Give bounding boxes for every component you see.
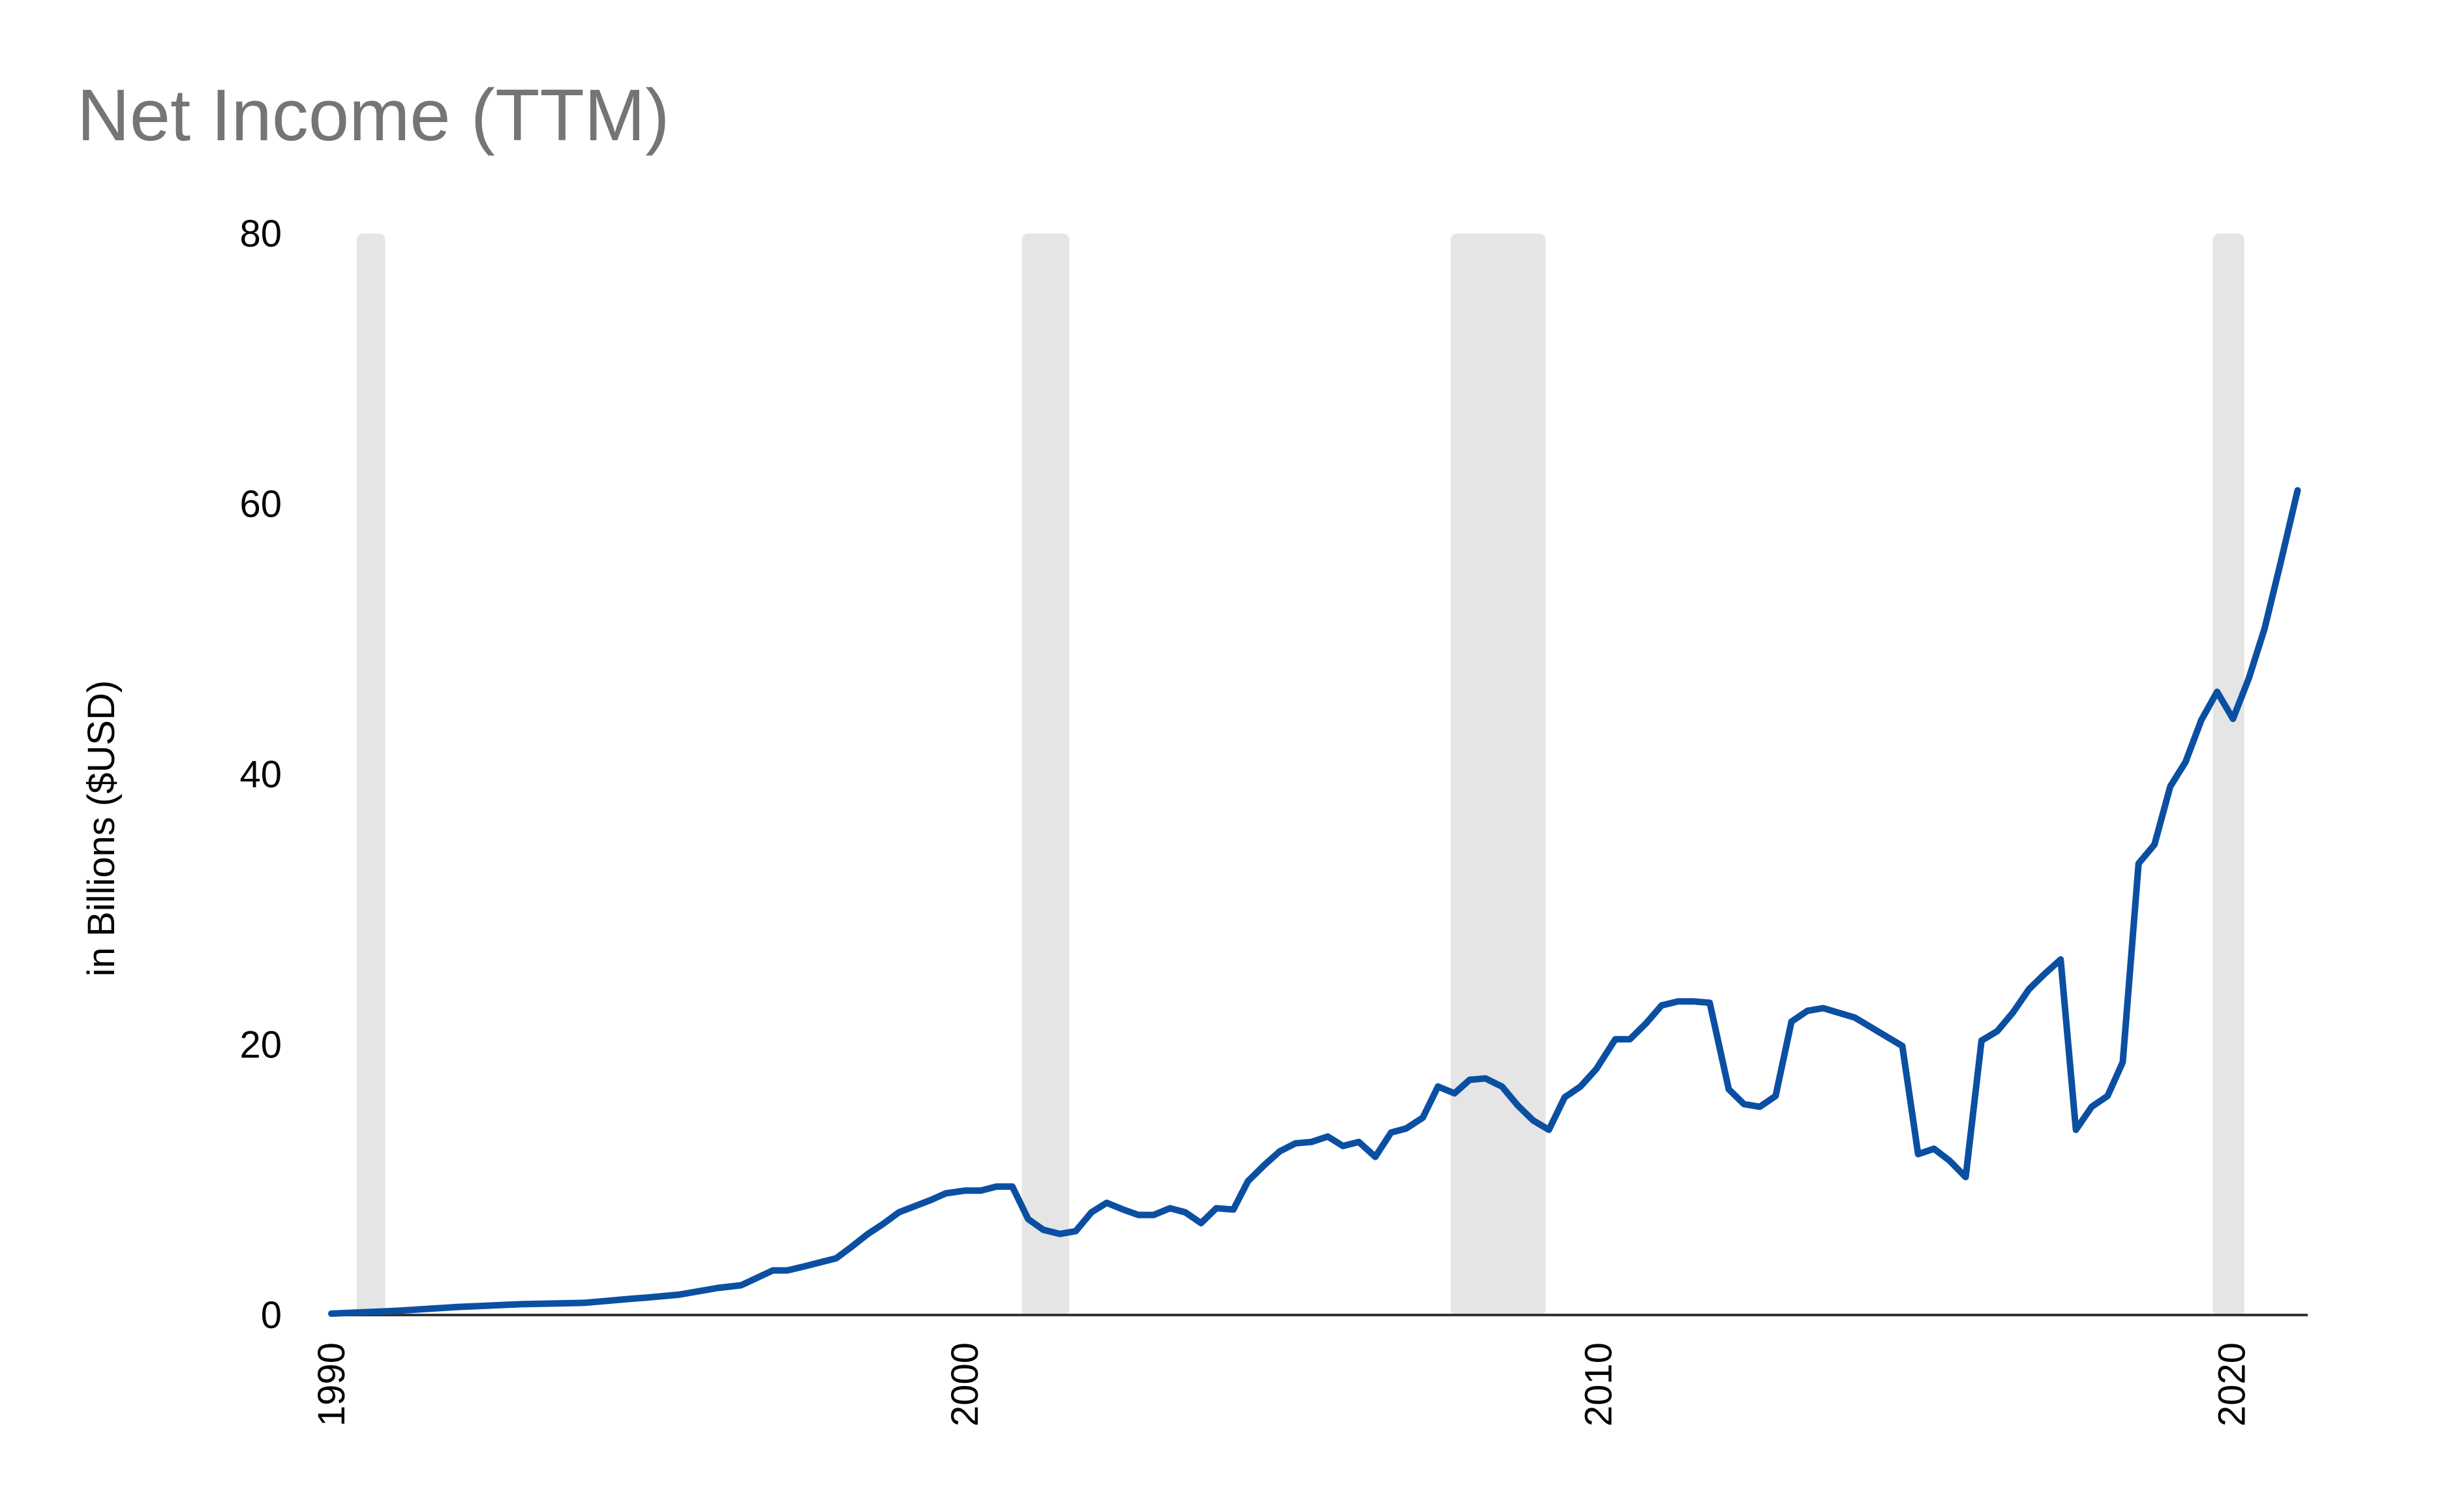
chart-title: Net Income (TTM) bbox=[77, 74, 670, 156]
shaded-period bbox=[2212, 234, 2244, 1316]
shaded-period bbox=[1451, 234, 1546, 1316]
y-axis-label: in Billions ($USD) bbox=[80, 680, 123, 976]
y-tick-label: 60 bbox=[239, 483, 282, 526]
y-tick-label: 40 bbox=[239, 753, 282, 796]
y-tick-label: 80 bbox=[239, 213, 282, 255]
shaded-period bbox=[356, 234, 385, 1316]
x-tick-label: 2020 bbox=[2211, 1342, 2253, 1427]
y-tick-label: 20 bbox=[239, 1024, 282, 1066]
x-tick-label: 1990 bbox=[310, 1342, 353, 1427]
x-tick-label: 2000 bbox=[944, 1342, 986, 1427]
x-tick-label: 2010 bbox=[1577, 1342, 1620, 1427]
data-line bbox=[328, 487, 2301, 1317]
y-tick-label: 0 bbox=[261, 1294, 282, 1337]
shaded-period bbox=[1021, 234, 1070, 1316]
